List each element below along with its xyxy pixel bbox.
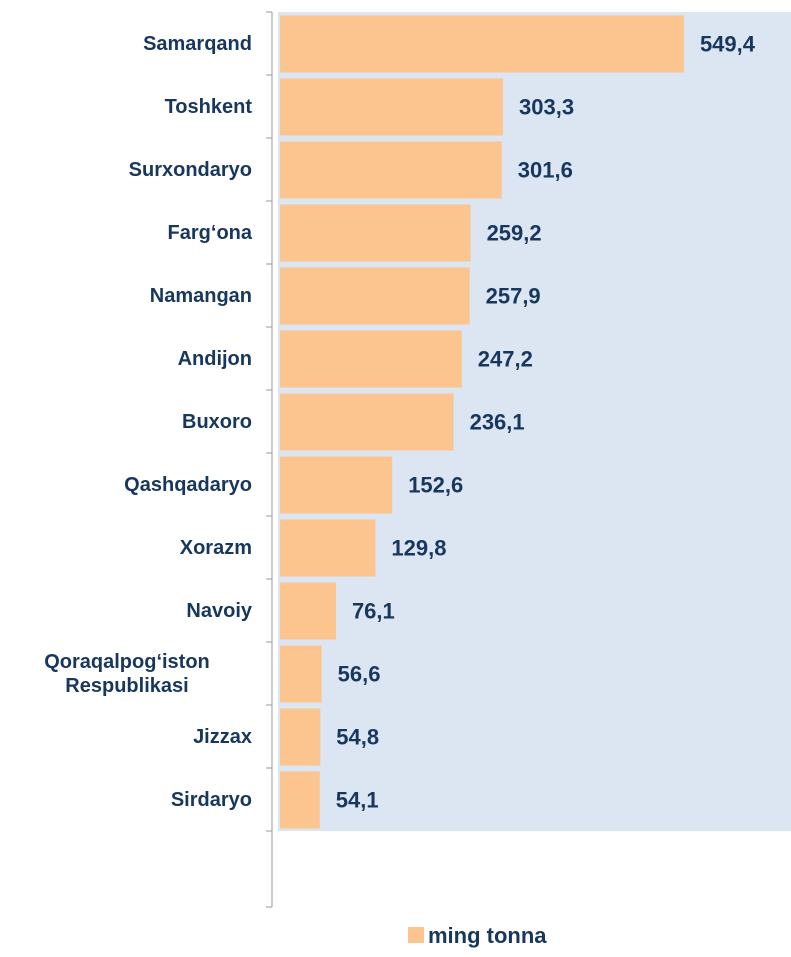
legend-label: ming tonna xyxy=(428,923,547,948)
value-label: 257,9 xyxy=(486,283,541,308)
value-label: 303,3 xyxy=(519,94,574,119)
category-text: Qoraqalpog‘iston Respublikasi xyxy=(44,650,210,697)
value-label: 247,2 xyxy=(478,346,533,371)
category-text: Qashqadaryo xyxy=(124,473,252,496)
bar xyxy=(280,582,336,640)
category-label: Samarqand xyxy=(2,12,252,75)
value-label: 259,2 xyxy=(487,220,542,245)
category-label: Namangan xyxy=(2,264,252,327)
bar xyxy=(280,78,504,136)
category-text: Navoiy xyxy=(186,599,252,622)
category-label: Farg‘ona xyxy=(2,201,252,264)
category-label: Xorazm xyxy=(2,516,252,579)
category-text: Sirdaryo xyxy=(170,788,252,811)
category-text: Buxoro xyxy=(182,410,252,433)
value-label: 152,6 xyxy=(408,472,463,497)
value-label: 236,1 xyxy=(470,409,525,434)
category-label: Qashqadaryo xyxy=(2,453,252,516)
value-label: 76,1 xyxy=(352,598,395,623)
bar xyxy=(280,267,470,325)
category-label: Andijon xyxy=(2,327,252,390)
category-label: Surxondaryo xyxy=(2,138,252,201)
category-label: Jizzax xyxy=(2,705,252,768)
category-text: Toshkent xyxy=(164,95,252,118)
category-text: Namangan xyxy=(149,284,252,307)
value-label: 54,8 xyxy=(336,724,379,749)
bar xyxy=(280,393,454,451)
category-label: Navoiy xyxy=(2,579,252,642)
category-label: Qoraqalpog‘iston Respublikasi xyxy=(2,642,252,705)
value-label: 56,6 xyxy=(338,661,381,686)
category-text: Farg‘ona xyxy=(167,221,252,244)
bar xyxy=(280,15,684,73)
value-label: 301,6 xyxy=(518,157,573,182)
bar xyxy=(280,330,462,388)
bar xyxy=(280,519,376,577)
legend-swatch xyxy=(408,927,424,943)
value-label: 549,4 xyxy=(700,31,756,56)
category-text: Andijon xyxy=(177,347,252,370)
category-label: Toshkent xyxy=(2,75,252,138)
value-label: 54,1 xyxy=(336,787,379,812)
bar xyxy=(280,708,321,766)
category-label: Buxoro xyxy=(2,390,252,453)
bar xyxy=(280,204,471,262)
category-text: Jizzax xyxy=(193,725,252,748)
category-text: Xorazm xyxy=(179,536,252,559)
category-text: Samarqand xyxy=(143,32,252,55)
bar xyxy=(280,456,393,514)
bar xyxy=(280,141,502,199)
category-text: Surxondaryo xyxy=(128,158,252,181)
value-label: 129,8 xyxy=(391,535,446,560)
bar xyxy=(280,771,320,829)
bar xyxy=(280,645,322,703)
category-label: Sirdaryo xyxy=(2,768,252,831)
